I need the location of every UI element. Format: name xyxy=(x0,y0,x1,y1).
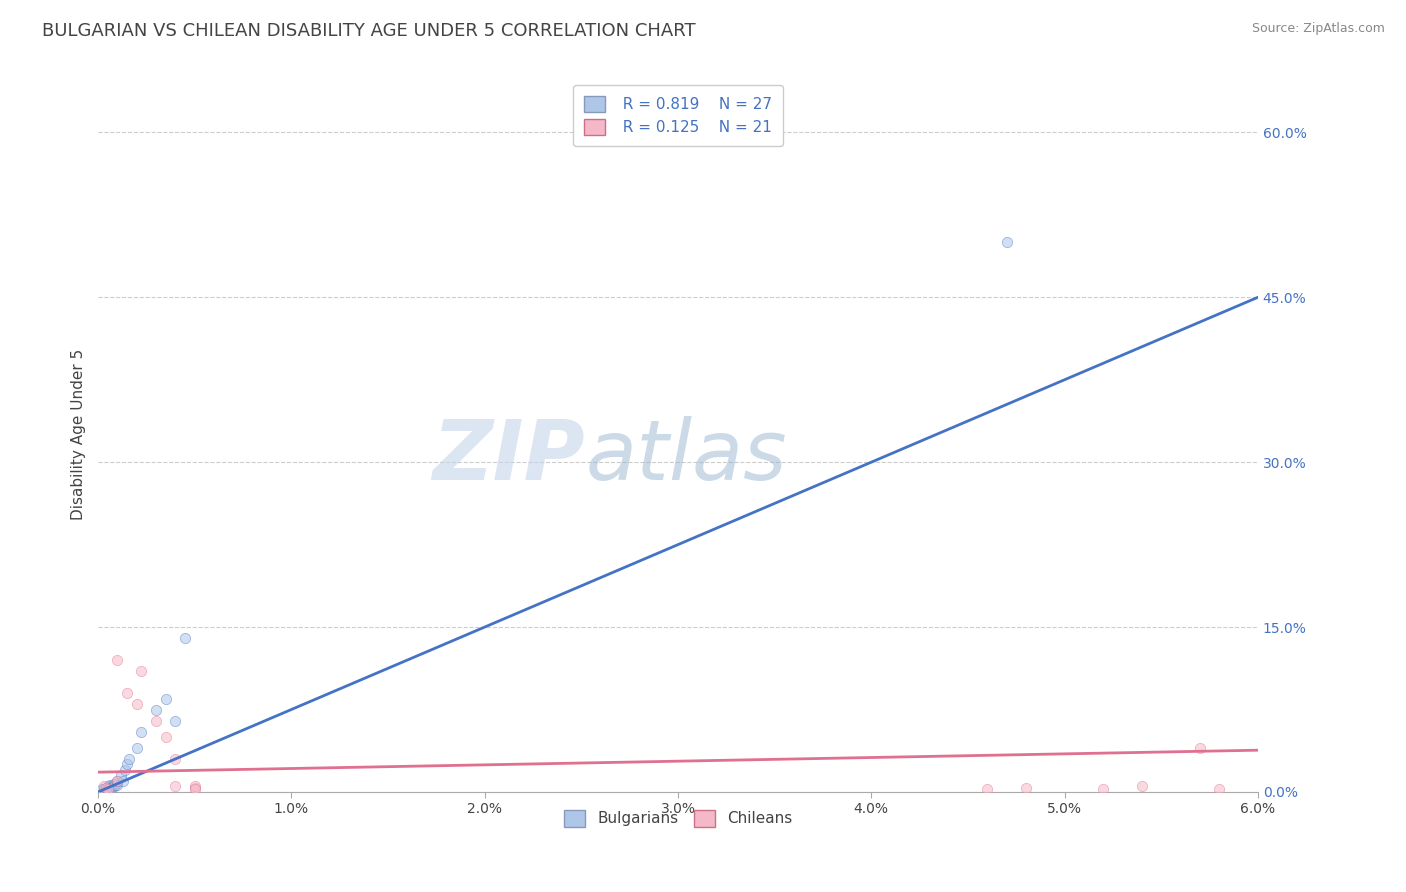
Point xyxy=(115,686,138,700)
Point xyxy=(110,768,132,782)
Point xyxy=(98,780,121,795)
Point xyxy=(105,774,128,789)
Point xyxy=(103,780,125,794)
Point xyxy=(104,778,127,792)
Point xyxy=(93,781,115,796)
Point xyxy=(103,777,125,791)
Point xyxy=(183,781,205,796)
Point xyxy=(1092,781,1115,796)
Point xyxy=(90,781,112,796)
Point xyxy=(165,714,187,728)
Point xyxy=(105,776,128,790)
Text: BULGARIAN VS CHILEAN DISABILITY AGE UNDER 5 CORRELATION CHART: BULGARIAN VS CHILEAN DISABILITY AGE UNDE… xyxy=(42,22,696,40)
Point xyxy=(93,780,115,794)
Legend: Bulgarians, Chileans: Bulgarians, Chileans xyxy=(555,803,800,834)
Point xyxy=(94,780,117,795)
Point xyxy=(100,780,122,795)
Point xyxy=(114,763,136,777)
Text: atlas: atlas xyxy=(585,416,787,497)
Point xyxy=(94,780,117,795)
Y-axis label: Disability Age Under 5: Disability Age Under 5 xyxy=(72,349,86,520)
Point xyxy=(97,781,120,796)
Point xyxy=(165,780,187,794)
Point xyxy=(115,757,138,772)
Point xyxy=(105,653,128,667)
Point xyxy=(97,781,120,796)
Point xyxy=(105,774,128,789)
Point xyxy=(183,780,205,795)
Point xyxy=(105,778,128,792)
Point xyxy=(995,235,1018,250)
Point xyxy=(125,697,148,711)
Point xyxy=(98,778,121,792)
Point xyxy=(1130,780,1153,794)
Point xyxy=(1208,781,1230,796)
Point xyxy=(1015,780,1038,795)
Text: ZIP: ZIP xyxy=(433,416,585,497)
Point xyxy=(125,741,148,756)
Point xyxy=(183,780,205,794)
Point xyxy=(976,781,998,796)
Point xyxy=(100,780,122,794)
Point xyxy=(145,714,167,728)
Point xyxy=(129,664,152,678)
Point xyxy=(118,752,141,766)
Point xyxy=(155,730,177,744)
Point xyxy=(155,691,177,706)
Point xyxy=(165,752,187,766)
Point xyxy=(112,774,135,789)
Point xyxy=(145,702,167,716)
Text: Source: ZipAtlas.com: Source: ZipAtlas.com xyxy=(1251,22,1385,36)
Point xyxy=(1188,741,1211,756)
Point xyxy=(129,724,152,739)
Point xyxy=(174,631,197,645)
Point xyxy=(97,780,120,794)
